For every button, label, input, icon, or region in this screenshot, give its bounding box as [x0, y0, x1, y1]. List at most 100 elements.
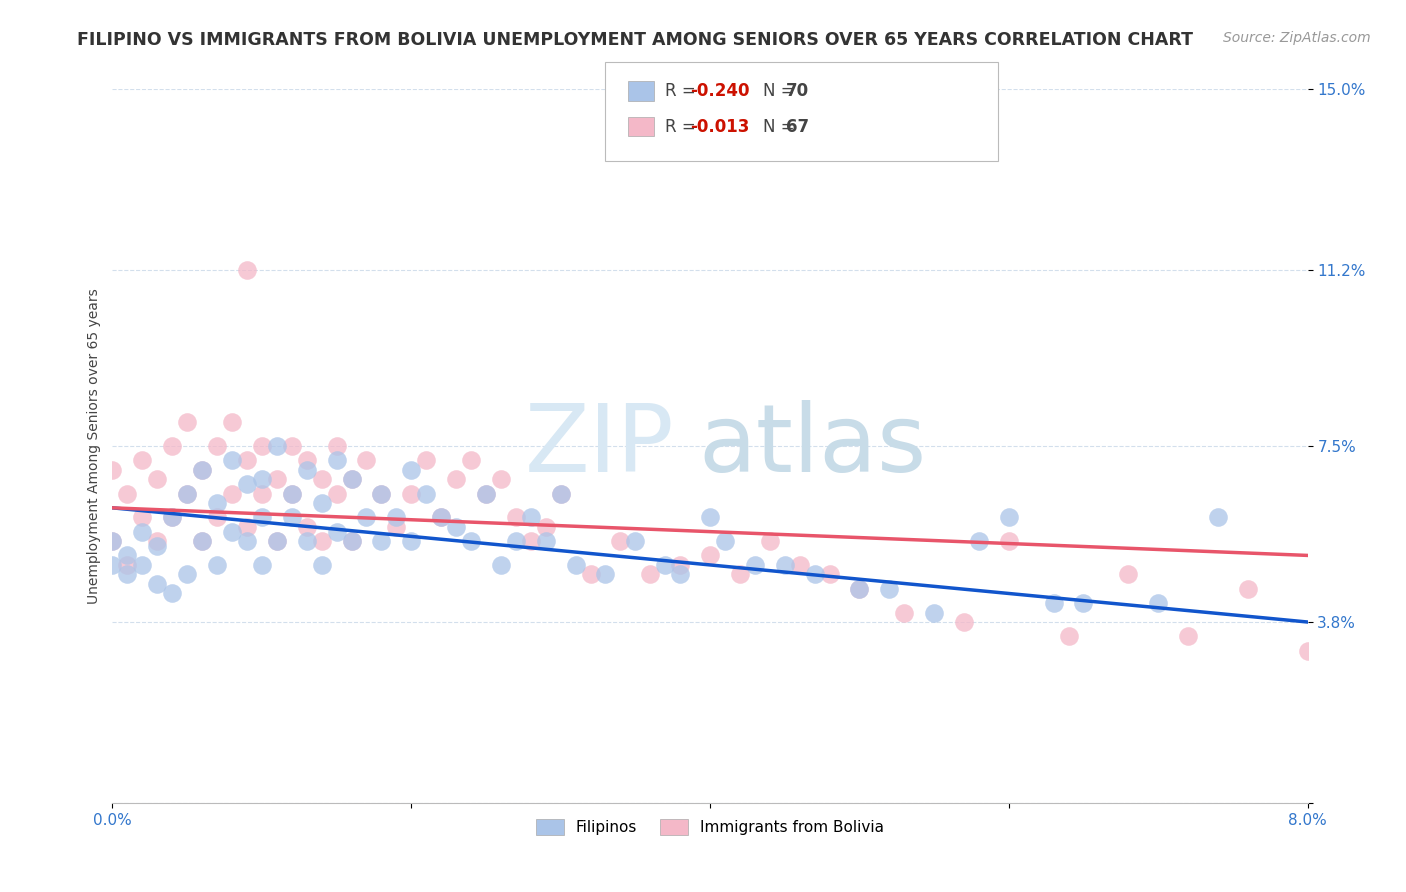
Point [385, 520, 408, 534]
Point [1177, 629, 1199, 643]
Point [401, 486, 423, 500]
Point [101, 534, 124, 549]
Point [146, 534, 169, 549]
Point [295, 453, 318, 467]
Point [236, 263, 259, 277]
Point [131, 524, 153, 539]
Point [1296, 643, 1319, 657]
Point [250, 439, 273, 453]
Point [295, 463, 318, 477]
Point [205, 496, 228, 510]
Point [325, 453, 347, 467]
Point [356, 510, 378, 524]
Point [550, 486, 572, 500]
Point [789, 558, 811, 572]
Point [176, 486, 198, 500]
Point [460, 534, 482, 549]
Point [564, 558, 586, 572]
Point [221, 524, 243, 539]
Point [505, 510, 527, 524]
Point [489, 558, 512, 572]
Point [550, 486, 572, 500]
Point [579, 567, 602, 582]
Point [714, 534, 737, 549]
Point [281, 510, 304, 524]
Point [131, 558, 153, 572]
Point [475, 486, 498, 500]
Point [176, 567, 198, 582]
Point [534, 534, 557, 549]
Point [669, 567, 692, 582]
Point [250, 486, 273, 500]
Point [401, 534, 423, 549]
Point [266, 534, 288, 549]
Point [340, 472, 363, 486]
Point [281, 486, 304, 500]
Text: R =: R = [665, 82, 702, 100]
Legend: Filipinos, Immigrants from Bolivia: Filipinos, Immigrants from Bolivia [530, 814, 890, 841]
Text: 67: 67 [786, 118, 808, 136]
Point [162, 510, 183, 524]
Point [146, 539, 169, 553]
Point [1118, 567, 1140, 582]
Point [117, 567, 139, 582]
Point [250, 472, 273, 486]
Point [117, 549, 139, 563]
Point [236, 534, 259, 549]
Point [191, 463, 214, 477]
Point [893, 606, 915, 620]
Point [1042, 596, 1064, 610]
Point [385, 510, 408, 524]
Point [266, 439, 288, 453]
Point [162, 510, 183, 524]
Point [311, 472, 333, 486]
Point [325, 524, 347, 539]
Point [370, 486, 392, 500]
Point [221, 486, 243, 500]
Point [356, 453, 378, 467]
Point [221, 415, 243, 429]
Point [250, 510, 273, 524]
Point [162, 586, 183, 600]
Point [250, 558, 273, 572]
Point [221, 453, 243, 467]
Point [281, 439, 304, 453]
Point [773, 558, 796, 572]
Text: N =: N = [763, 82, 800, 100]
Point [998, 534, 1021, 549]
Point [295, 534, 318, 549]
Point [117, 486, 139, 500]
Point [131, 510, 153, 524]
Point [266, 472, 288, 486]
Point [1147, 596, 1170, 610]
Point [430, 510, 453, 524]
Text: -0.013: -0.013 [690, 118, 749, 136]
Point [624, 534, 647, 549]
Text: -0.240: -0.240 [690, 82, 749, 100]
Text: N =: N = [763, 118, 800, 136]
Point [311, 558, 333, 572]
Point [699, 510, 721, 524]
Point [444, 472, 467, 486]
Point [848, 582, 870, 596]
Point [236, 520, 259, 534]
Point [401, 463, 423, 477]
Point [803, 567, 825, 582]
Point [475, 486, 498, 500]
Point [744, 558, 766, 572]
Point [131, 453, 153, 467]
Text: Source: ZipAtlas.com: Source: ZipAtlas.com [1223, 31, 1371, 45]
Point [191, 534, 214, 549]
Point [191, 463, 214, 477]
Point [281, 486, 304, 500]
Point [101, 534, 124, 549]
Point [370, 486, 392, 500]
Point [967, 534, 990, 549]
Point [818, 567, 841, 582]
Point [117, 558, 139, 572]
Point [640, 567, 662, 582]
Y-axis label: Unemployment Among Seniors over 65 years: Unemployment Among Seniors over 65 years [87, 288, 101, 604]
Point [176, 486, 198, 500]
Text: FILIPINO VS IMMIGRANTS FROM BOLIVIA UNEMPLOYMENT AMONG SENIORS OVER 65 YEARS COR: FILIPINO VS IMMIGRANTS FROM BOLIVIA UNEM… [77, 31, 1194, 49]
Point [953, 615, 976, 629]
